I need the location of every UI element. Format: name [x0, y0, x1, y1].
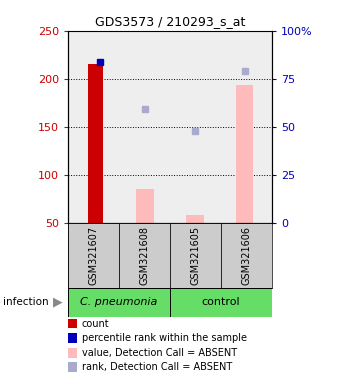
- Bar: [170, 223, 221, 288]
- Text: GSM321605: GSM321605: [190, 226, 201, 285]
- Text: control: control: [202, 297, 240, 308]
- Bar: [186, 215, 204, 223]
- Text: rank, Detection Call = ABSENT: rank, Detection Call = ABSENT: [82, 362, 232, 372]
- Bar: [170, 288, 272, 317]
- Bar: [88, 65, 103, 223]
- Bar: [136, 189, 154, 223]
- Text: GSM321607: GSM321607: [88, 226, 99, 285]
- Text: GSM321606: GSM321606: [241, 226, 252, 285]
- Text: infection: infection: [3, 297, 49, 308]
- Bar: [68, 288, 170, 317]
- Bar: [236, 86, 253, 223]
- Title: GDS3573 / 210293_s_at: GDS3573 / 210293_s_at: [95, 15, 245, 28]
- Bar: [221, 223, 272, 288]
- Text: C. pneumonia: C. pneumonia: [80, 297, 158, 308]
- Text: count: count: [82, 318, 109, 329]
- Bar: [119, 223, 170, 288]
- Bar: [68, 223, 119, 288]
- Text: GSM321608: GSM321608: [139, 226, 150, 285]
- Text: value, Detection Call = ABSENT: value, Detection Call = ABSENT: [82, 348, 237, 358]
- Text: ▶: ▶: [53, 296, 62, 309]
- Text: percentile rank within the sample: percentile rank within the sample: [82, 333, 246, 343]
